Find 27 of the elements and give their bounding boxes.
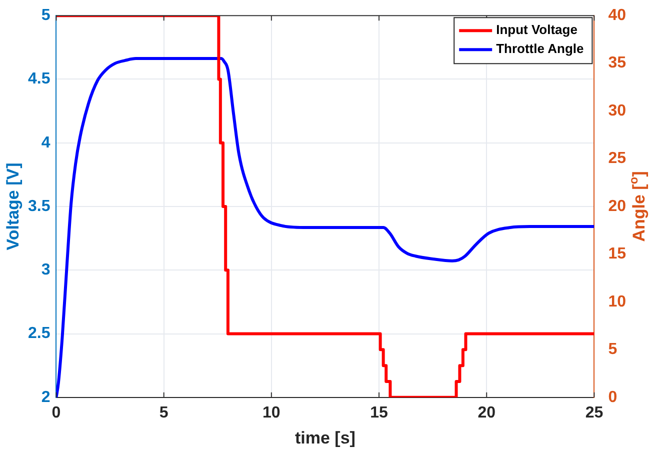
y2-tick-label: 35 [608, 54, 626, 72]
y-tick-label: 4 [41, 134, 50, 152]
x-tick-label: 0 [52, 404, 61, 422]
y2-tick-label: 25 [608, 150, 626, 168]
legend-label: Input Voltage [496, 22, 578, 38]
y-tick-label: 2.5 [28, 325, 50, 342]
y2-tick-label: 0 [608, 388, 618, 406]
y2-tick-label: 10 [608, 293, 626, 310]
y-tick-label: 3.5 [28, 198, 50, 215]
y-tick-label: 5 [41, 7, 50, 24]
legend-label: Throttle Angle [496, 41, 584, 56]
x-tick-label: 15 [370, 404, 388, 422]
x-axis-title: time [s] [294, 428, 356, 448]
y-tick-label: 4.5 [28, 70, 50, 88]
y2-tick-label: 40 [608, 7, 626, 24]
y2-tick-label: 5 [608, 341, 618, 358]
y2-tick-label: 15 [608, 246, 626, 263]
y-tick-label: 2 [41, 388, 50, 406]
y2-tick-label: 20 [608, 198, 626, 215]
x-tick-label: 20 [478, 404, 496, 422]
y-tick-label: 3 [41, 262, 50, 279]
y-axis-title: Voltage [V] [4, 162, 23, 250]
x-tick-label: 5 [159, 404, 168, 422]
x-tick-label: 10 [262, 404, 280, 422]
y2-axis-title: Angle [o] [626, 171, 649, 242]
y2-tick-label: 30 [608, 102, 626, 120]
x-tick-label: 25 [585, 404, 604, 422]
